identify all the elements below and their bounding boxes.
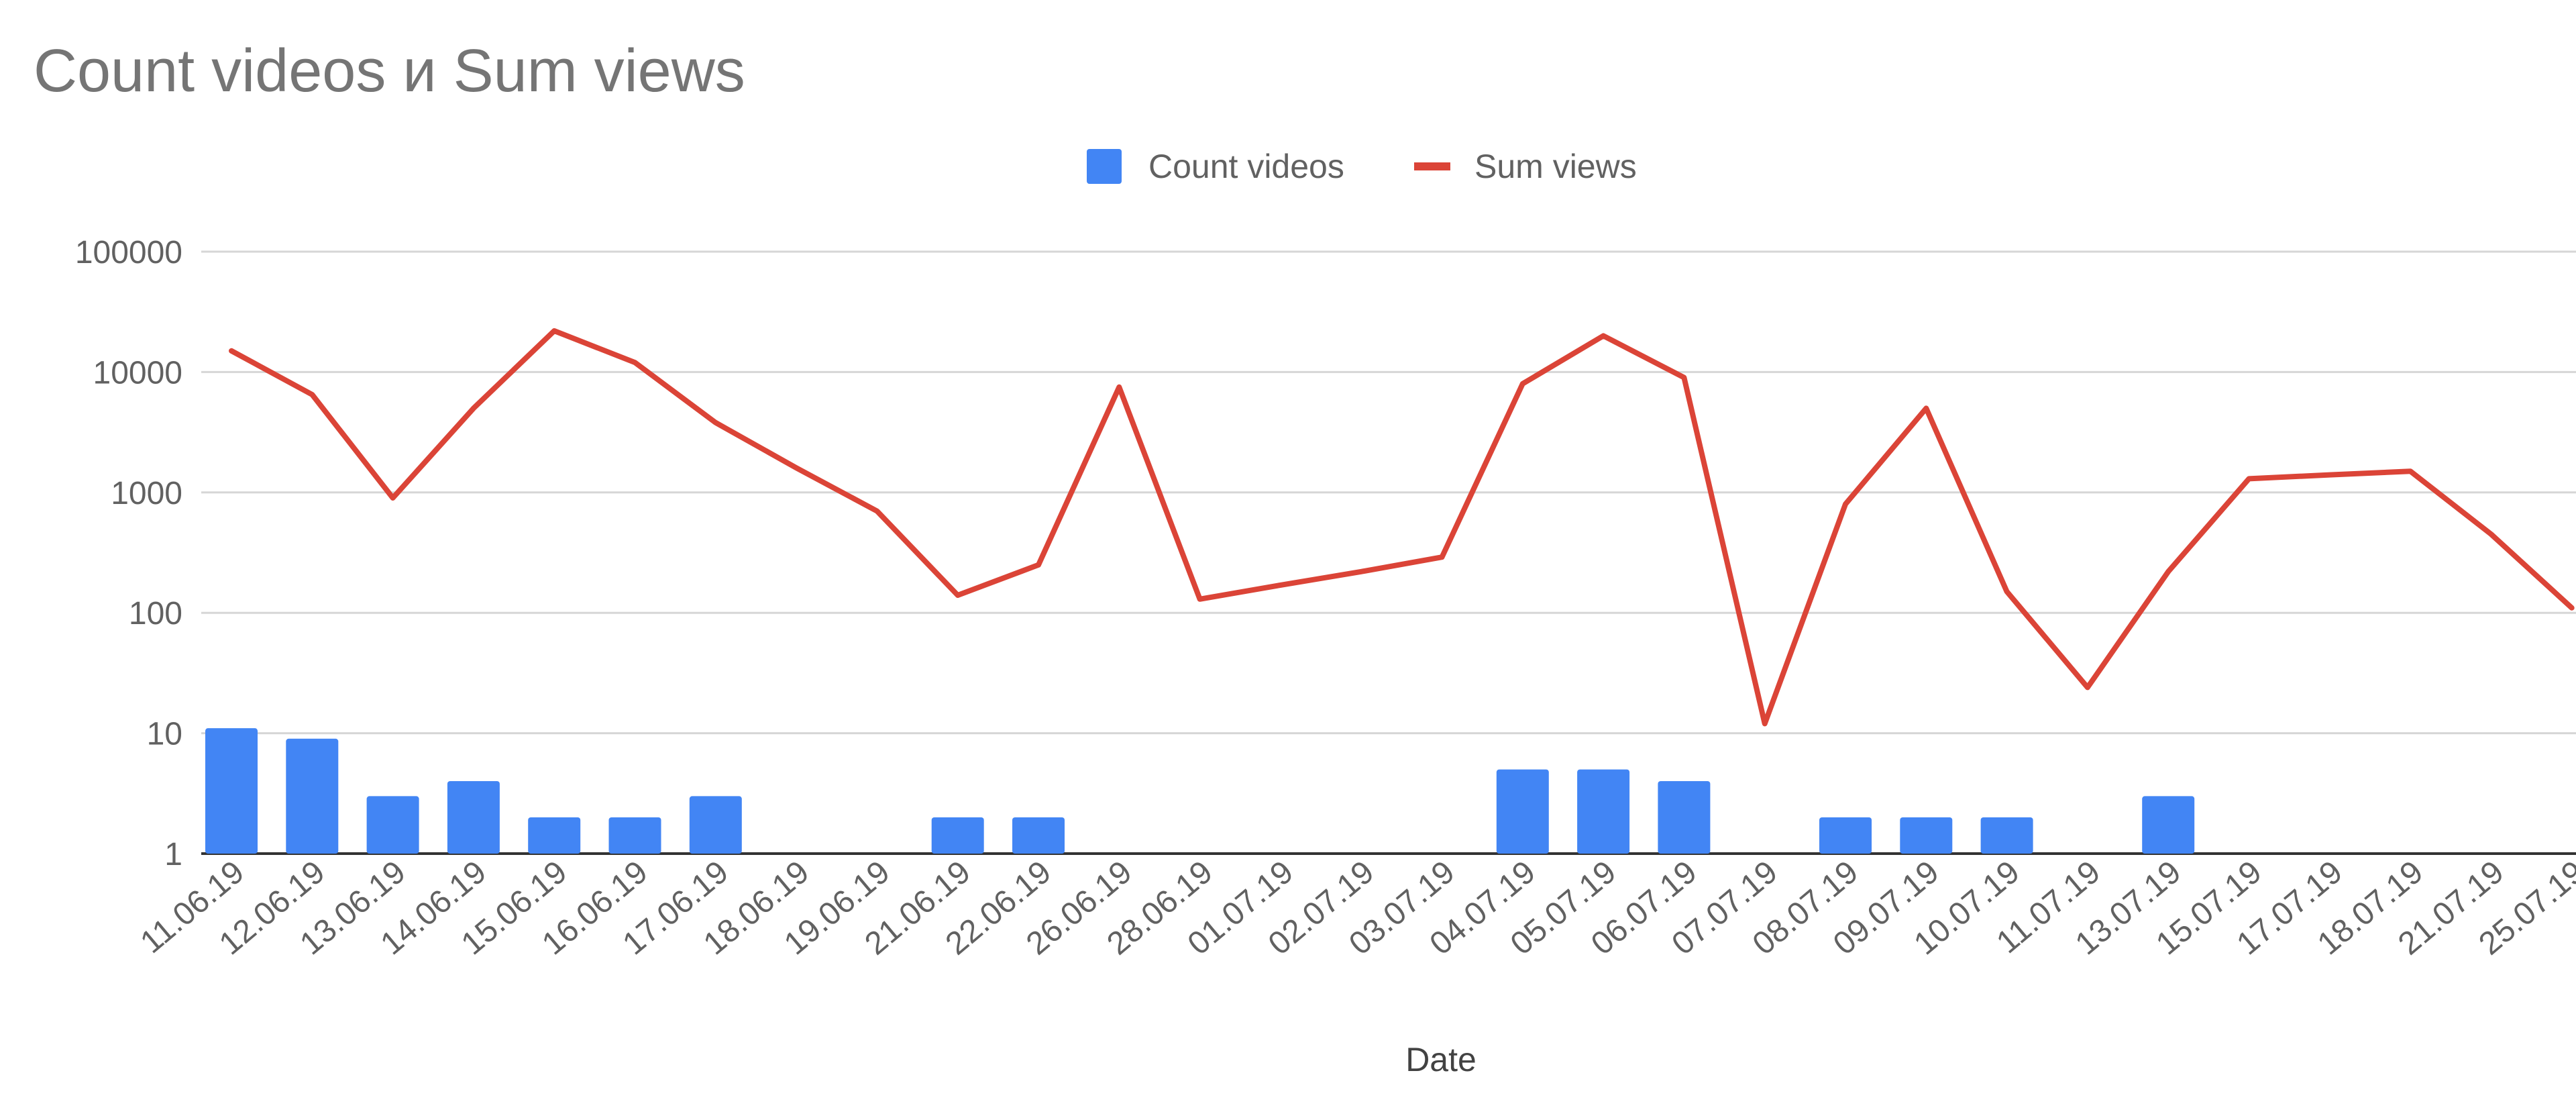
legend-label-sum-views[interactable]: Sum views: [1474, 148, 1637, 185]
bar[interactable]: [931, 817, 984, 854]
bar[interactable]: [2142, 796, 2195, 854]
bar[interactable]: [1658, 780, 1711, 854]
bar[interactable]: [1496, 769, 1549, 854]
y-axis: 1 10 100 1000 10000 100000: [75, 235, 182, 872]
y-tick-label: 100: [129, 596, 182, 631]
bar[interactable]: [689, 796, 742, 854]
bar[interactable]: [1980, 817, 2033, 854]
legend-label-count-videos[interactable]: Count videos: [1148, 148, 1344, 185]
y-tick-label: 1: [164, 837, 182, 872]
line-series: [229, 328, 2575, 727]
bar[interactable]: [366, 796, 419, 854]
bar[interactable]: [447, 780, 500, 854]
bar[interactable]: [286, 738, 339, 854]
legend-swatch-count-videos[interactable]: [1087, 149, 1122, 184]
y-tick-label: 100000: [75, 235, 182, 270]
bar[interactable]: [608, 817, 661, 854]
bar-series: [205, 728, 2195, 854]
y-tick-label: 1000: [111, 476, 182, 511]
legend[interactable]: Count videos Sum views: [1087, 148, 1637, 185]
y-tick-label: 10: [147, 717, 182, 752]
chart-title: Count videos и Sum views: [34, 38, 745, 105]
bar[interactable]: [1012, 817, 1065, 854]
bar[interactable]: [1577, 769, 1630, 854]
x-axis: 11.06.1912.06.1913.06.1914.06.1915.06.19…: [134, 854, 2576, 962]
series-line-sum-views[interactable]: [229, 328, 2575, 727]
bar[interactable]: [1900, 817, 1953, 854]
y-tick-label: 10000: [93, 355, 182, 391]
bar[interactable]: [205, 728, 258, 854]
x-axis-title: Date: [1405, 1041, 1477, 1078]
grid: [201, 250, 2576, 855]
bar[interactable]: [1819, 817, 1872, 854]
bar[interactable]: [528, 817, 581, 854]
